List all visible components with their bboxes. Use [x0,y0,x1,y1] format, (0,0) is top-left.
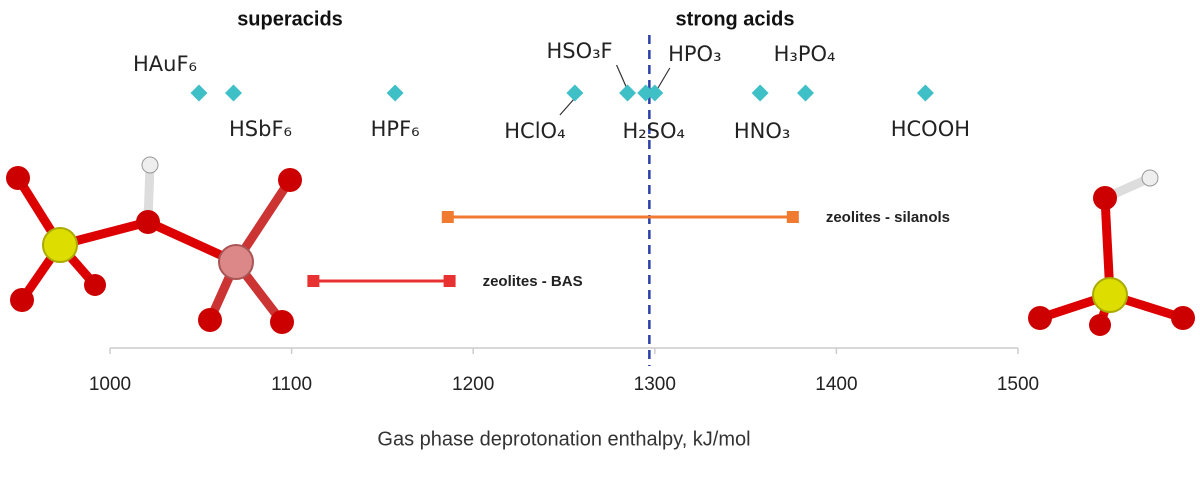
point [916,84,934,102]
point-label: H₃PO₄ [774,42,836,66]
molecule-left [6,156,302,334]
x-tick-label: 1200 [452,374,494,395]
x-tick-label: 1100 [271,374,312,395]
leader-line [616,64,629,91]
point-label: HPF₆ [371,117,420,141]
leader-line [559,97,576,116]
annotation: superacids [237,8,343,30]
x-tick-label: 1300 [634,374,676,395]
x-tick-label: 1400 [815,374,857,395]
leader-line [656,67,671,91]
range-label: zeolites - BAS [483,273,583,290]
point-label: HNO₃ [734,119,790,143]
point [797,84,815,102]
point-label: HSbF₆ [229,117,292,141]
point [751,84,769,102]
point [225,84,242,102]
point-label: HPO₃ [668,42,721,66]
point [637,84,655,102]
point [566,84,584,102]
x-tick-label: 1500 [997,374,1039,395]
point-label: HCOOH [891,117,970,141]
x-tick-label: 1000 [89,374,131,395]
point [190,84,208,102]
point [646,84,664,102]
range-end [441,211,454,223]
point-label: HAuF₆ [133,52,197,76]
annotation: strong acids [676,8,795,30]
range-end [786,211,799,223]
point-label: H₂SO₄ [622,119,685,143]
molecule-right [1028,169,1195,336]
point [619,84,637,102]
point [386,84,404,102]
x-axis-title: Gas phase deprotonation enthalpy, kJ/mol [377,428,750,450]
range-end [307,275,320,287]
point-label: HSO₃F [546,39,612,63]
range-label: zeolites - silanols [826,209,950,226]
range-end [443,275,456,287]
point-label: HClO₄ [504,119,565,143]
